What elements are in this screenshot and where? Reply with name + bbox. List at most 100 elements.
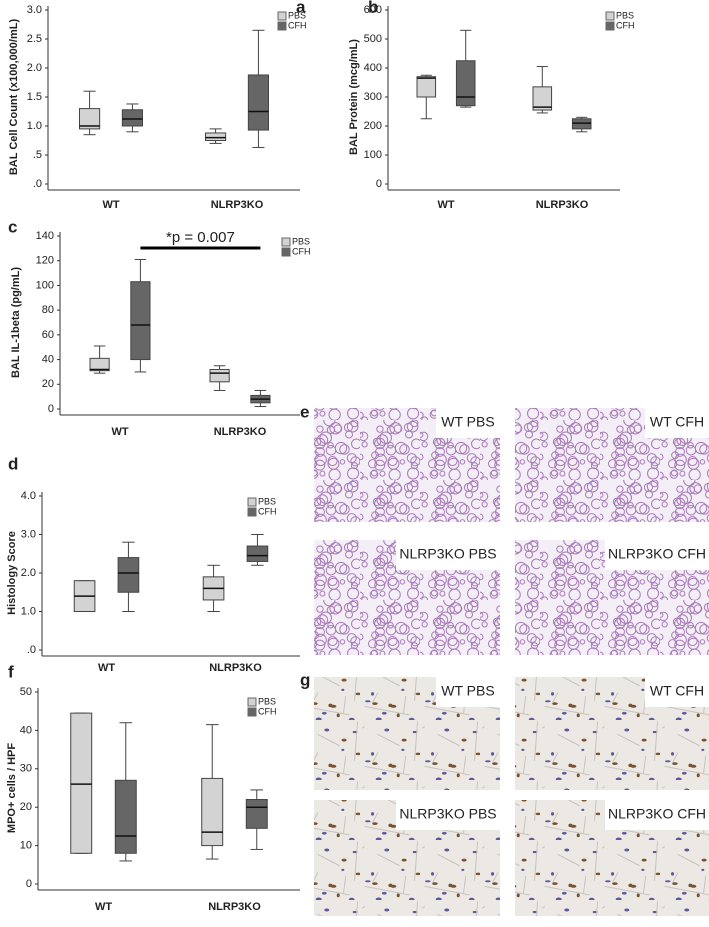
y-tick-label: 3.0 xyxy=(21,528,36,540)
legend-label: CFH xyxy=(292,246,311,256)
y-tick-label: 3.0 xyxy=(27,4,42,16)
micrograph-label-bg xyxy=(396,540,500,570)
micrograph-label-bg xyxy=(605,540,709,570)
y-tick-label: 4.0 xyxy=(21,490,36,502)
box xyxy=(121,109,143,127)
legend-label: CFH xyxy=(258,506,277,516)
micrograph-label: NLRP3KO PBS xyxy=(399,806,496,822)
y-tick-label: .0 xyxy=(33,178,42,190)
x-tick-label: WT xyxy=(102,199,119,211)
y-tick-label: 100 xyxy=(364,149,382,161)
box xyxy=(532,86,553,111)
legend-swatch xyxy=(247,707,257,717)
legend-swatch xyxy=(247,497,257,507)
box xyxy=(205,132,227,142)
y-tick-label: 0 xyxy=(376,178,382,190)
y-axis-label: BAL Cell Count (x100,000/mL) xyxy=(8,19,20,176)
y-tick-label: 50 xyxy=(20,686,32,698)
y-tick-label: 2.0 xyxy=(21,567,36,579)
micrograph-label: WT CFH xyxy=(650,683,704,699)
micrograph-label: WT PBS xyxy=(441,683,494,699)
box xyxy=(245,799,268,829)
box xyxy=(79,108,101,130)
y-tick-label: 20 xyxy=(42,378,54,390)
panel-label: a xyxy=(296,0,306,16)
legend-swatch xyxy=(277,11,287,21)
y-tick-label: 100 xyxy=(36,279,54,291)
box xyxy=(416,76,437,98)
x-tick-label: NLRP3KO xyxy=(536,199,589,211)
y-tick-label: 20 xyxy=(20,801,32,813)
y-tick-label: .5 xyxy=(33,149,42,161)
micrograph-label-bg xyxy=(605,800,709,830)
x-tick-label: WT xyxy=(98,662,115,674)
legend-label: PBS xyxy=(292,236,310,246)
box xyxy=(246,545,269,562)
panel-label: c xyxy=(8,217,17,236)
y-axis-label: BAL Protein (mcg/mL) xyxy=(348,39,360,155)
y-tick-label: 1.0 xyxy=(21,605,36,617)
legend-swatch xyxy=(605,21,615,31)
x-tick-label: NLRP3KO xyxy=(211,199,264,211)
y-tick-label: 40 xyxy=(20,724,32,736)
y-tick-label: 400 xyxy=(364,62,382,74)
x-tick-label: NLRP3KO xyxy=(209,662,262,674)
panel-label: g xyxy=(300,670,310,689)
y-tick-label: 80 xyxy=(42,304,54,316)
box xyxy=(114,779,137,854)
panel-label: d xyxy=(8,454,18,473)
box xyxy=(130,281,151,361)
x-tick-label: NLRP3KO xyxy=(214,426,267,438)
box xyxy=(70,712,93,854)
y-axis-label: MPO+ cells / HPF xyxy=(6,743,18,833)
y-tick-label: 200 xyxy=(364,120,382,132)
y-tick-label: 500 xyxy=(364,33,382,45)
y-tick-label: .0 xyxy=(27,644,36,656)
micrograph-label: WT CFH xyxy=(650,414,704,430)
legend-swatch xyxy=(247,507,257,517)
box xyxy=(89,357,110,372)
y-tick-label: 40 xyxy=(42,353,54,365)
legend-label: PBS xyxy=(258,696,276,706)
y-tick-label: 120 xyxy=(36,255,54,267)
box xyxy=(247,74,269,131)
legend-label: PBS xyxy=(616,10,634,20)
legend-swatch xyxy=(605,11,615,21)
legend-label: CFH xyxy=(258,706,277,716)
y-tick-label: 2.0 xyxy=(27,62,42,74)
panel-label: f xyxy=(8,662,14,681)
y-tick-label: 10 xyxy=(20,840,32,852)
y-tick-label: 300 xyxy=(364,91,382,103)
legend-label: PBS xyxy=(258,496,276,506)
box xyxy=(455,60,476,107)
micrograph-label-bg xyxy=(645,408,709,438)
y-tick-label: 1.0 xyxy=(27,120,42,132)
micrograph-label-bg xyxy=(436,408,500,438)
micrograph-label: NLRP3KO PBS xyxy=(399,546,496,562)
y-axis-label: BAL IL-1beta (pg/mL) xyxy=(10,267,22,378)
y-tick-label: 30 xyxy=(20,763,32,775)
legend-swatch xyxy=(281,237,291,247)
y-tick-label: 140 xyxy=(36,230,54,242)
y-tick-label: 0 xyxy=(48,403,54,415)
panel-label: e xyxy=(300,402,309,421)
micrograph-label-bg xyxy=(645,677,709,707)
x-tick-label: WT xyxy=(111,426,128,438)
annotation: *p = 0.007 xyxy=(166,229,235,246)
legend-label: CFH xyxy=(288,20,307,30)
x-tick-label: NLRP3KO xyxy=(208,901,261,913)
panel-label: b xyxy=(368,0,378,16)
micrograph-label: NLRP3KO CFH xyxy=(608,806,706,822)
micrograph-label-bg xyxy=(396,800,500,830)
x-tick-label: WT xyxy=(95,901,112,913)
legend-swatch xyxy=(277,21,287,31)
y-tick-label: 1.5 xyxy=(27,91,42,103)
y-tick-label: 60 xyxy=(42,329,54,341)
y-tick-label: 600 xyxy=(364,4,382,16)
micrograph-label: NLRP3KO CFH xyxy=(608,546,706,562)
y-tick-label: 0 xyxy=(26,878,32,890)
legend-swatch xyxy=(247,697,257,707)
